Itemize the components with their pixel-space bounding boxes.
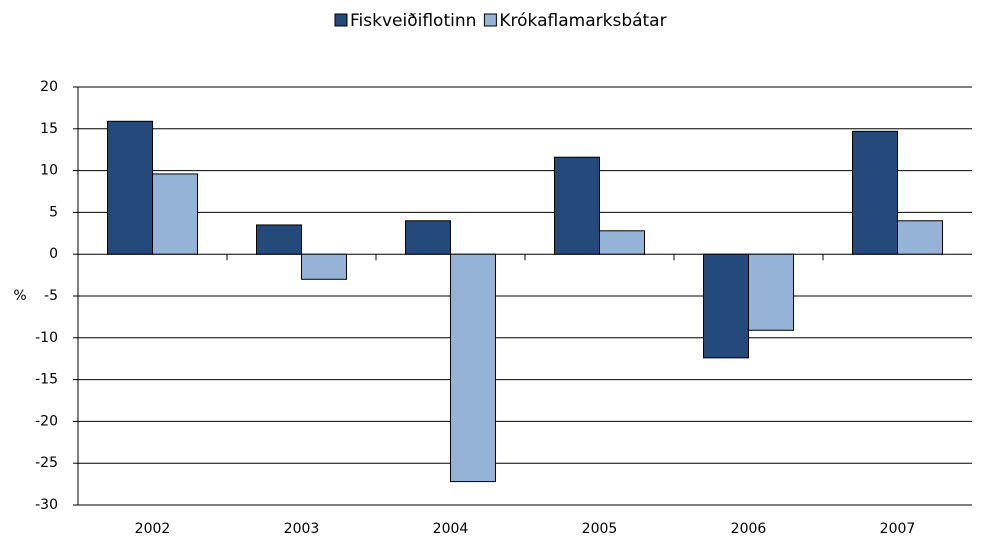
x-tick-label: 2002 <box>135 521 171 537</box>
bar <box>405 220 451 255</box>
y-tick-label: -20 <box>35 413 58 429</box>
y-tick-label: 5 <box>49 204 58 220</box>
y-tick-label: -5 <box>44 288 58 304</box>
x-tick-label: 2004 <box>433 521 469 537</box>
bar <box>152 173 198 255</box>
y-tick-label: 0 <box>49 246 58 262</box>
bar <box>897 220 943 255</box>
bar <box>852 130 898 255</box>
y-tick-label: -10 <box>35 330 58 346</box>
legend-label: Fiskveiðiflotinn <box>350 11 476 31</box>
y-tick-label: 15 <box>40 121 58 137</box>
bar <box>256 224 302 255</box>
legend-swatch <box>334 13 348 27</box>
x-tick-label: 2006 <box>731 521 767 537</box>
bar <box>599 230 645 255</box>
legend-swatch <box>483 13 497 27</box>
bar <box>554 156 600 255</box>
x-tick-label: 2007 <box>880 521 916 537</box>
bar <box>301 253 347 280</box>
legend-label: Krókaflamarksbátar <box>499 11 666 31</box>
y-tick-label: 10 <box>40 163 58 179</box>
y-tick-label: -30 <box>35 497 58 513</box>
bar <box>107 120 153 255</box>
bar <box>748 253 794 331</box>
y-tick-label: -25 <box>35 455 58 471</box>
x-tick-label: 2005 <box>582 521 618 537</box>
y-tick-label: -15 <box>35 372 58 388</box>
x-tick-label: 2003 <box>284 521 320 537</box>
y-axis-label: % <box>13 288 26 304</box>
bar <box>450 253 496 483</box>
bar <box>703 253 749 359</box>
y-tick-label: 20 <box>40 79 58 95</box>
